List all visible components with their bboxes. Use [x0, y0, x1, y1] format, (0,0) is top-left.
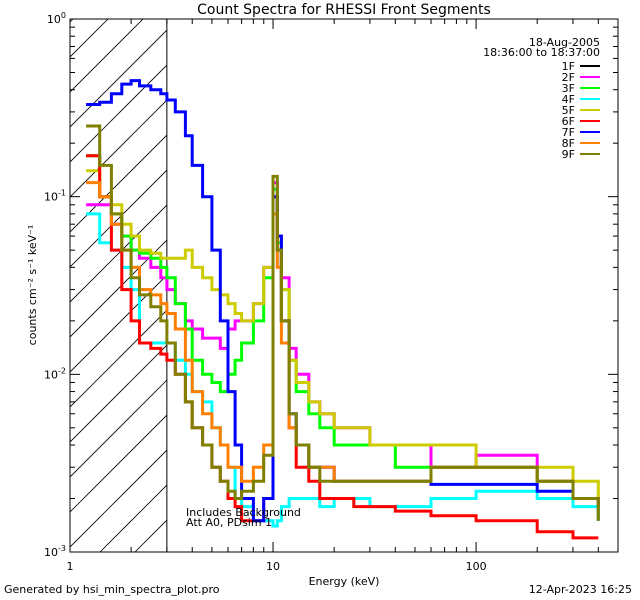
y-tick-label: 10-2	[44, 366, 66, 381]
annotation-background: Includes Background	[186, 506, 301, 519]
hatch-line	[70, 204, 167, 303]
legend-label-7F: 7F	[562, 126, 575, 139]
x-tick-label-1: 1	[67, 560, 74, 573]
footer-generated-by: Generated by hsi_min_spectra_plot.pro	[4, 583, 220, 596]
chart-title: Count Spectra for RHESSI Front Segments	[197, 2, 491, 18]
annotation-attenuator: Att A0, PDsim 1	[186, 516, 272, 529]
legend-label-3F: 3F	[562, 82, 575, 95]
series-line-6F	[86, 154, 599, 540]
hatch-line	[70, 379, 167, 478]
series-line-9F	[86, 124, 600, 521]
hatch-line	[70, 414, 167, 513]
plot-frame	[69, 18, 619, 553]
y-tick-label: 10-3	[44, 544, 66, 559]
series-line-4F	[86, 212, 600, 528]
hatch-line	[0, 0, 105, 552]
series-lines	[86, 79, 600, 540]
series-line-2F	[86, 181, 600, 521]
legend-date: 18-Aug-2005	[529, 36, 600, 49]
hatch-line	[70, 19, 144, 93]
axis-ticks	[69, 18, 619, 553]
y-tick-labels: 10-3 10-2 10-1 100	[44, 11, 66, 559]
legend-time-range: 18:36:00 to 18:37:00	[483, 46, 600, 59]
hatch-line	[70, 19, 109, 58]
legend-label-8F: 8F	[562, 137, 575, 150]
legend-label-6F: 6F	[562, 115, 575, 128]
legend-label-2F: 2F	[562, 71, 575, 84]
x-tick-label: 100	[466, 560, 487, 573]
y-tick-label: 10-1	[44, 189, 66, 204]
hatch-line	[275, 0, 640, 552]
hatch-line	[345, 0, 640, 552]
axes	[69, 18, 619, 553]
y-axis-label: counts cm⁻² s⁻¹ keV⁻¹	[26, 225, 39, 346]
legend-label-9F: 9F	[562, 148, 575, 161]
hatch-line	[310, 0, 640, 552]
x-axis-label: Energy (keV)	[309, 575, 380, 588]
hatch-line	[70, 274, 167, 373]
x-tick-labels: 1 10 100	[67, 560, 487, 573]
hatch-line	[99, 484, 167, 552]
hatch-line	[70, 99, 167, 198]
x-tick-label: 10	[266, 560, 280, 573]
y-tick-label: 100	[47, 11, 66, 26]
legend: 18-Aug-2005 18:36:00 to 18:37:00 1F2F3F4…	[483, 36, 600, 161]
hatch-line	[70, 169, 167, 268]
series-line-5F	[86, 169, 600, 499]
hatch-line	[70, 449, 167, 548]
legend-label-1F: 1F	[562, 60, 575, 73]
legend-label-5F: 5F	[562, 104, 575, 117]
hatch-line	[70, 29, 167, 128]
legend-label-4F: 4F	[562, 93, 575, 106]
hatch-line	[70, 239, 167, 338]
footer-timestamp: 12-Apr-2023 16:25	[528, 583, 632, 596]
series-line-8F	[86, 181, 600, 507]
annotations: Includes Background Att A0, PDsim 1	[186, 506, 301, 529]
hatch-line	[70, 134, 167, 233]
hatch-line	[240, 0, 640, 552]
